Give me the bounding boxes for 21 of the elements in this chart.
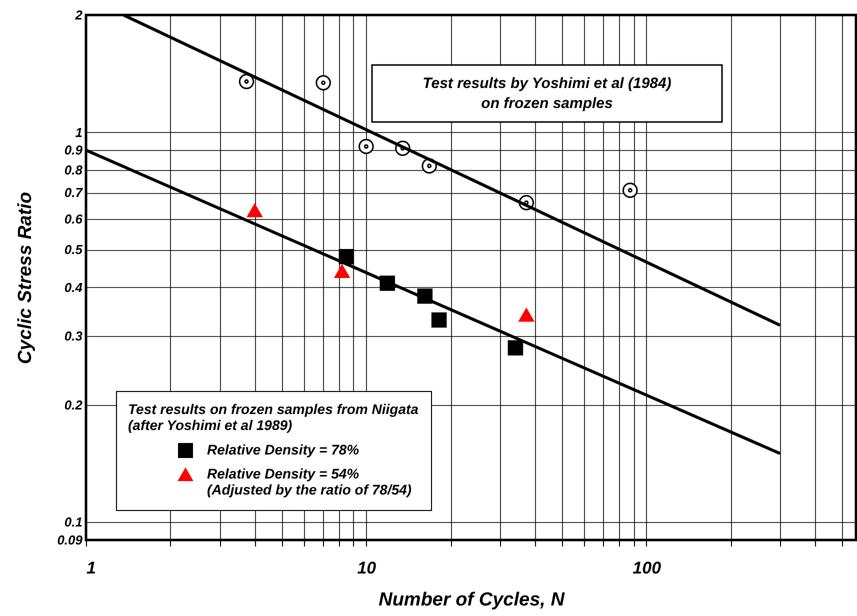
x-tick-label: 10 <box>357 558 377 578</box>
x-tick-label: 1 <box>86 558 96 578</box>
y-tick-label: 0.5 <box>64 242 84 258</box>
y-tick-label: 0.2 <box>64 397 84 412</box>
legend-title: Test results on frozen samples from Niigata (after Yoshimi et al 1989) <box>128 401 419 433</box>
x-axis-title: Number of Cycles, N <box>378 590 566 610</box>
legend-label: Relative Density = 54% (Adjusted by the ratio of 78/54) <box>207 466 412 498</box>
y-tick-label: 0.7 <box>64 185 84 200</box>
y-tick-label: 1 <box>75 124 82 140</box>
y-tick-label: 0.09 <box>57 532 84 548</box>
y-tick-label: 0.6 <box>64 211 84 226</box>
y-tick-label: 0.8 <box>64 162 84 178</box>
y-tick-label: 0.9 <box>64 142 84 158</box>
y-tick-label: 2 <box>74 8 84 22</box>
y-tick-label: 0.4 <box>64 280 84 295</box>
legend-label: Relative Density = 78% <box>207 442 360 458</box>
x-tick-label: 100 <box>632 558 662 578</box>
y-tick-label: 0.1 <box>64 514 82 530</box>
y-axis-title: Cyclic Stress Ratio <box>15 192 36 364</box>
y-tick-label: 0.3 <box>64 328 84 344</box>
annotation: Test results by Yoshimi et al (1984) on frozen samples <box>422 75 672 112</box>
